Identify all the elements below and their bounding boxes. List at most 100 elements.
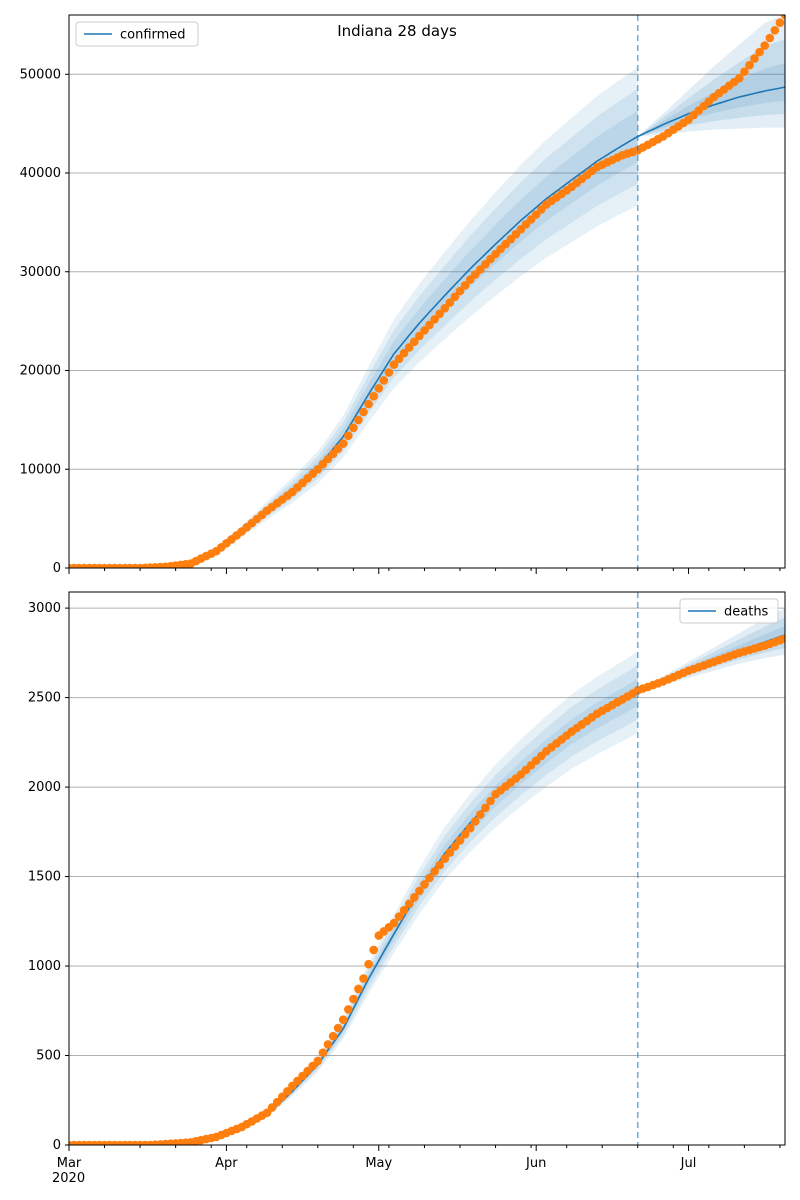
observed-point [344, 431, 353, 441]
y-tick-label: 0 [53, 561, 61, 576]
observed-point [425, 320, 434, 330]
observed-point [780, 634, 785, 643]
observed-point [384, 368, 394, 377]
observed-point [745, 60, 754, 70]
observed-point [435, 309, 445, 319]
axes-frame [68, 14, 786, 569]
x-tick-label: Jul [680, 1156, 697, 1171]
observed-point [344, 1005, 353, 1014]
observed-point [349, 423, 358, 433]
observed-point [455, 836, 465, 845]
observed-point [333, 1023, 343, 1033]
uncertainty-band [69, 651, 638, 1145]
observed-point [410, 337, 419, 347]
y-tick-label: 20000 [20, 364, 61, 379]
observed-point [435, 860, 445, 870]
observed-point [283, 1087, 292, 1096]
observed-point [755, 47, 764, 57]
observed-point [328, 1031, 338, 1041]
observed-point [267, 1103, 277, 1112]
observed-point [770, 26, 780, 35]
observed-point [389, 360, 399, 369]
x-tick-label: Mar [57, 1156, 82, 1171]
observed-point [430, 315, 439, 324]
y-tick-label: 40000 [20, 166, 61, 181]
observed-point [399, 348, 409, 358]
forecast-band [637, 15, 785, 137]
y-tick-label: 2000 [28, 780, 61, 795]
observed-point [354, 984, 363, 994]
x-tick-label: Apr [215, 1156, 238, 1171]
observed-point [481, 803, 490, 813]
uncertainty-band [69, 89, 638, 568]
observed-point [369, 391, 379, 401]
observed-point [760, 41, 769, 50]
observed-point [404, 899, 414, 909]
uncertainty-band [69, 665, 638, 1145]
observed-point [445, 848, 455, 857]
observed-point [313, 1056, 323, 1066]
legend-box [75, 21, 199, 47]
legend-label: deaths [724, 605, 769, 620]
observed-point [369, 945, 379, 955]
y-tick-label: 50000 [20, 67, 61, 82]
observed-point [460, 830, 470, 839]
x-tick-label: Jun [525, 1156, 546, 1171]
observed-point [780, 15, 785, 20]
plot-area [69, 592, 785, 1145]
plot-area [69, 15, 785, 568]
observed-point [349, 994, 358, 1004]
chart-confirmed: 0 10000 20000 30000 40000 50000 confirmed [20, 14, 786, 576]
observed-point [460, 281, 470, 290]
observed-point [425, 873, 434, 883]
observed-point [338, 1015, 348, 1024]
observed-point [420, 326, 429, 335]
y-tick-label: 3000 [28, 601, 61, 616]
observed-point [394, 354, 404, 364]
figure-title: Indiana 28 days [337, 22, 457, 40]
observed-point [465, 823, 475, 833]
legend-box [679, 598, 779, 624]
observed-point [379, 376, 389, 385]
y-tick-label: 30000 [20, 265, 61, 280]
observed-point [374, 384, 384, 393]
legend: confirmed [75, 21, 199, 47]
year-label: 2020 [52, 1171, 85, 1186]
observed-point [735, 73, 744, 83]
observed-point [445, 298, 455, 307]
y-tick-label: 0 [53, 1138, 61, 1153]
observed-point [486, 796, 495, 806]
observed-point [440, 304, 450, 313]
observed-point [450, 292, 460, 302]
x-tick-label: May [365, 1156, 392, 1171]
y-tick-label: 1000 [28, 959, 61, 974]
observed-point [740, 67, 749, 76]
observed-point [399, 905, 409, 915]
observed-point [354, 415, 363, 425]
observed-point [476, 810, 485, 819]
observed-point [278, 1092, 287, 1101]
y-tick-label: 1500 [28, 870, 61, 885]
observed-point [359, 407, 368, 417]
observed-point [450, 842, 460, 851]
y-tick-label: 10000 [20, 462, 61, 477]
observed-point [394, 912, 404, 921]
observed-point [323, 1040, 333, 1049]
legend-label: confirmed [120, 28, 186, 43]
observed-point [430, 867, 439, 876]
observed-point [364, 959, 373, 969]
observed-point [765, 33, 775, 43]
uncertainty-band [69, 110, 638, 568]
legend: deaths [679, 598, 779, 624]
observed-point [420, 880, 429, 889]
observed-point [359, 974, 368, 983]
y-tick-label: 500 [36, 1049, 61, 1064]
uncertainty-band [69, 67, 638, 568]
observed-point [404, 343, 414, 352]
observed-point [262, 1108, 272, 1118]
observed-point [415, 331, 424, 341]
chart-deaths: 0 500 1000 1500 2000 2500 3000 Mar Apr May Jun Jul d… [28, 591, 786, 1171]
observed-point [338, 439, 348, 448]
observed-point [410, 893, 419, 902]
